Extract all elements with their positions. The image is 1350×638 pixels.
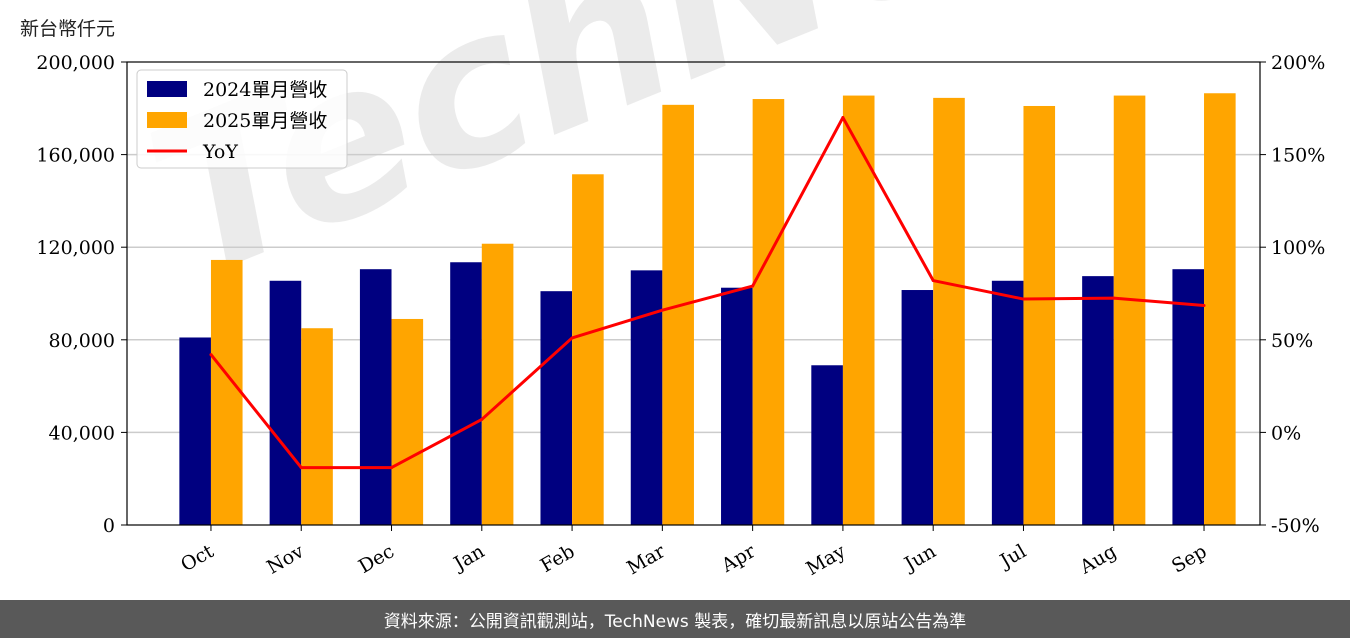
bar-2025	[391, 318, 424, 525]
bar-2024	[1172, 269, 1205, 525]
plot-frame	[126, 61, 1261, 526]
legend-label-2024: 2024單月營收	[203, 79, 327, 101]
x-tick-label: Nov	[263, 540, 308, 579]
bar-2025	[481, 243, 514, 526]
left-tick-label: 40,000	[49, 422, 115, 444]
left-tick-label: 120,000	[36, 237, 115, 259]
x-tick-label: Aug	[1075, 540, 1120, 579]
legend-label-yoy: YoY	[202, 141, 238, 163]
right-tick-label: -50%	[1271, 515, 1320, 537]
chart-svg: 0 40,000 80,000 120,000 160,000 200,000 -50% 0%…	[36, 52, 1325, 580]
chart-area: 0 40,000 80,000 120,000 160,000 200,000 -50% 0%…	[36, 52, 1325, 580]
bar-2024	[991, 280, 1024, 525]
yoy-point	[1021, 297, 1025, 301]
bar-2025	[572, 174, 604, 525]
bar-2024	[811, 365, 843, 525]
yoy-point	[841, 116, 845, 120]
yoy-point	[480, 417, 484, 421]
x-tick-label: Oct	[177, 540, 218, 576]
left-tick-label: 80,000	[49, 330, 115, 352]
bar-2025	[752, 99, 785, 525]
footer-source-note: 資料來源：公開資訊觀測站，TechNews 製表，確切最新訊息以原站公告為準	[0, 600, 1350, 638]
legend-swatch-2024	[147, 81, 187, 97]
right-tick-label: 50%	[1271, 330, 1313, 352]
bar-2025	[210, 259, 243, 525]
yoy-point	[751, 284, 755, 288]
yoy-point	[570, 336, 574, 340]
bar-2025	[842, 95, 875, 525]
bar-2025	[1113, 95, 1146, 525]
bar-2024	[179, 337, 211, 525]
bar-2024	[1082, 276, 1114, 525]
bar-2024	[359, 269, 392, 525]
right-tick-label: 100%	[1271, 237, 1325, 259]
right-tick-label: 0%	[1271, 422, 1301, 444]
bar-2024	[901, 290, 934, 525]
x-tick-label: May	[802, 540, 849, 580]
bar-2025	[301, 328, 333, 525]
yoy-point	[1202, 304, 1206, 308]
yoy-point	[660, 308, 664, 312]
legend-label-2025: 2025單月營收	[203, 110, 327, 132]
bar-2024	[269, 280, 302, 525]
legend-box	[136, 69, 348, 169]
left-tick-label: 200,000	[36, 52, 115, 74]
yoy-point	[931, 279, 935, 283]
bar-2025	[662, 104, 694, 525]
bar-2024	[540, 291, 573, 525]
yoy-point	[299, 466, 303, 470]
x-tick-label: Jan	[449, 540, 489, 576]
bar-2025	[1023, 105, 1056, 526]
x-tick-label: Sep	[1168, 540, 1211, 577]
x-tick-label: Jul	[995, 540, 1030, 573]
x-tick-label: Jun	[899, 540, 940, 576]
x-tick-label: Dec	[355, 540, 398, 578]
left-tick-label: 0	[103, 515, 115, 537]
right-tick-label: 150%	[1271, 145, 1325, 167]
x-tick-label: Mar	[623, 540, 669, 579]
bar-2025	[1204, 93, 1236, 525]
bar-2024	[630, 270, 663, 525]
yoy-line	[209, 116, 1205, 470]
x-tick-label: Apr	[717, 540, 760, 577]
bar-2024	[450, 262, 482, 525]
yoy-point	[209, 353, 213, 357]
bar-2024	[721, 287, 753, 525]
left-tick-label: 160,000	[36, 145, 115, 167]
unit-label: 新台幣仟元	[20, 18, 116, 40]
yoy-point	[1112, 296, 1116, 300]
x-tick-label: Feb	[537, 540, 579, 577]
yoy-point	[390, 466, 394, 470]
legend-swatch-2025	[147, 112, 187, 128]
right-tick-label: 200%	[1271, 52, 1325, 74]
bar-2025	[933, 97, 965, 525]
